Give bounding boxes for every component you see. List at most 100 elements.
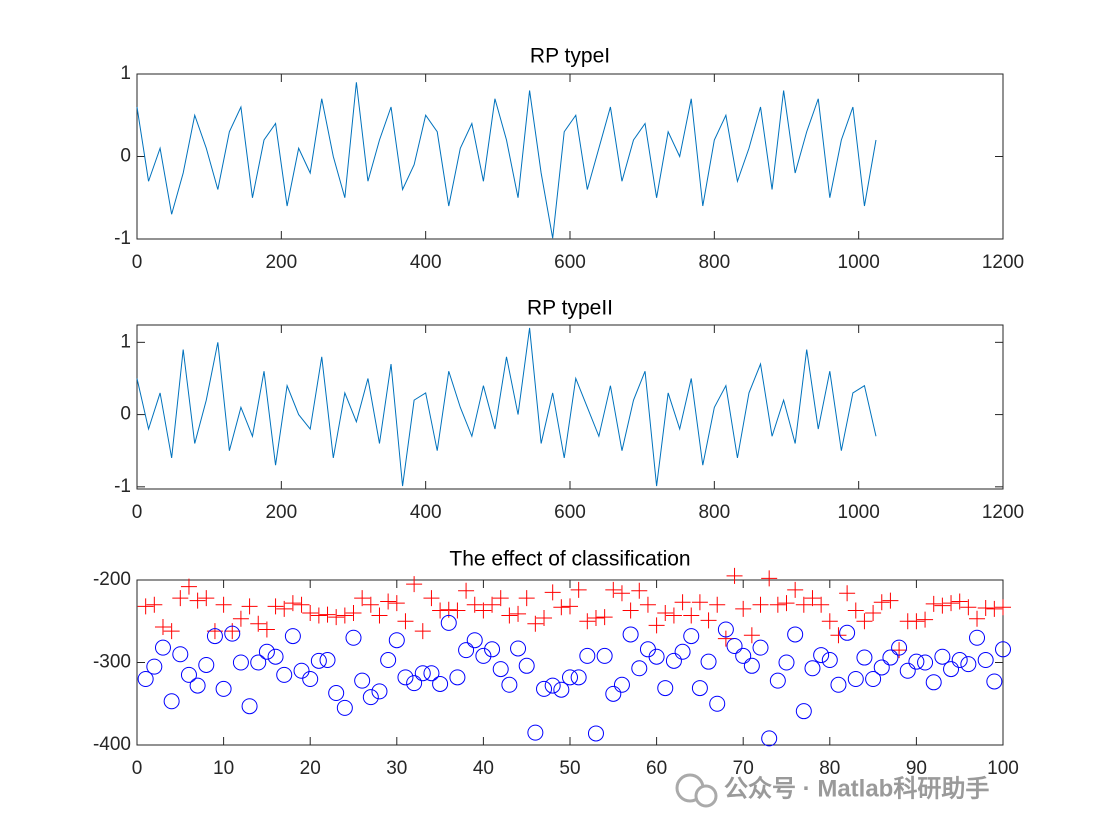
plus-marker [596,609,613,626]
circle-marker [215,680,232,697]
plus-marker [579,613,596,630]
x-tick-label: 800 [698,502,730,523]
circle-marker [336,699,353,716]
circle-marker [466,632,483,649]
plus-marker [388,595,405,612]
plus-marker [397,613,414,630]
watermark: 公众号 · Matlab科研助手 [724,774,989,802]
circle-marker [865,671,882,687]
x-tick-label: 0 [132,252,143,273]
plus-marker [752,596,769,613]
chart-title: RP typeI [530,45,610,68]
circle-marker [891,639,908,656]
circle-marker [475,647,492,664]
circle-marker [752,639,769,656]
plus-marker [553,599,570,616]
circle-marker [189,677,206,694]
y-tick-label: 1 [120,63,131,84]
circle-marker [302,671,319,687]
plus-marker [224,623,241,640]
x-tick-label: 60 [646,758,667,779]
circle-marker [908,653,925,670]
circle-marker [570,669,587,686]
plus-marker [475,602,492,619]
x-tick-label: 1200 [982,502,1024,523]
circle-marker [562,669,578,686]
plus-marker [414,623,431,640]
plus-marker [215,596,232,613]
plus-marker [691,594,708,611]
plus-marker [795,596,812,613]
circle-marker [224,625,241,642]
circle-marker [813,647,830,664]
circle-marker [380,652,397,669]
plus-marker [354,590,371,607]
circle-marker [250,654,267,671]
plus-marker [856,613,873,630]
circle-marker [769,672,786,689]
circle-marker [925,674,942,691]
circle-marker [371,683,388,700]
x-tick-label: 40 [473,758,494,779]
circle-marker [232,654,249,671]
x-tick-label: 1200 [982,252,1024,273]
plus-marker [986,600,1003,617]
x-tick-label: 800 [698,252,730,273]
y-tick-label: -200 [93,569,131,590]
circle-marker [587,725,604,742]
circle-marker [423,665,440,682]
circle-marker [449,669,466,686]
circle-marker [969,629,986,646]
circle-marker [847,671,864,687]
plus-marker [518,590,535,607]
circle-marker [882,649,899,666]
watermark-icon [675,773,718,808]
plus-marker [882,592,899,609]
plus-marker [908,613,925,630]
plus-marker [622,602,639,619]
circle-marker [743,657,760,674]
plus-marker [665,607,682,624]
circle-marker [665,652,682,669]
circle-marker [631,660,648,677]
x-tick-label: 80 [819,758,840,779]
plus-marker [371,607,388,624]
plus-marker [302,605,319,621]
plus-marker [995,599,1011,616]
circle-marker [917,654,934,671]
circle-marker [735,647,752,664]
plus-marker [423,590,440,607]
circle-marker [639,641,656,658]
circle-marker [310,652,327,669]
x-tick-label: 0 [132,758,143,779]
circle-marker [596,647,613,664]
circle-marker [293,662,310,679]
circle-marker [180,666,197,683]
circle-marker [276,666,293,683]
plus-marker [336,607,353,624]
plus-marker [380,593,397,610]
circle-marker [484,641,501,658]
plus-marker [735,600,752,617]
x-tick-label: 30 [386,758,407,779]
circle-marker [137,671,154,687]
plus-marker [449,602,466,619]
plus-marker [172,590,189,607]
circle-marker [163,693,180,710]
circle-marker [206,628,223,645]
circle-marker [362,689,379,706]
chart-title: The effect of classification [449,548,690,571]
circle-marker [267,648,284,665]
plus-marker [726,567,743,584]
plus-marker [276,600,293,617]
circle-marker [354,672,371,689]
plus-marker [458,582,475,599]
circle-marker [856,649,873,666]
plus-marker [536,609,553,626]
plus-marker [241,598,258,615]
circle-marker [345,629,362,646]
plus-marker [700,612,717,629]
plus-marker [527,615,544,632]
plus-marker [839,585,856,602]
